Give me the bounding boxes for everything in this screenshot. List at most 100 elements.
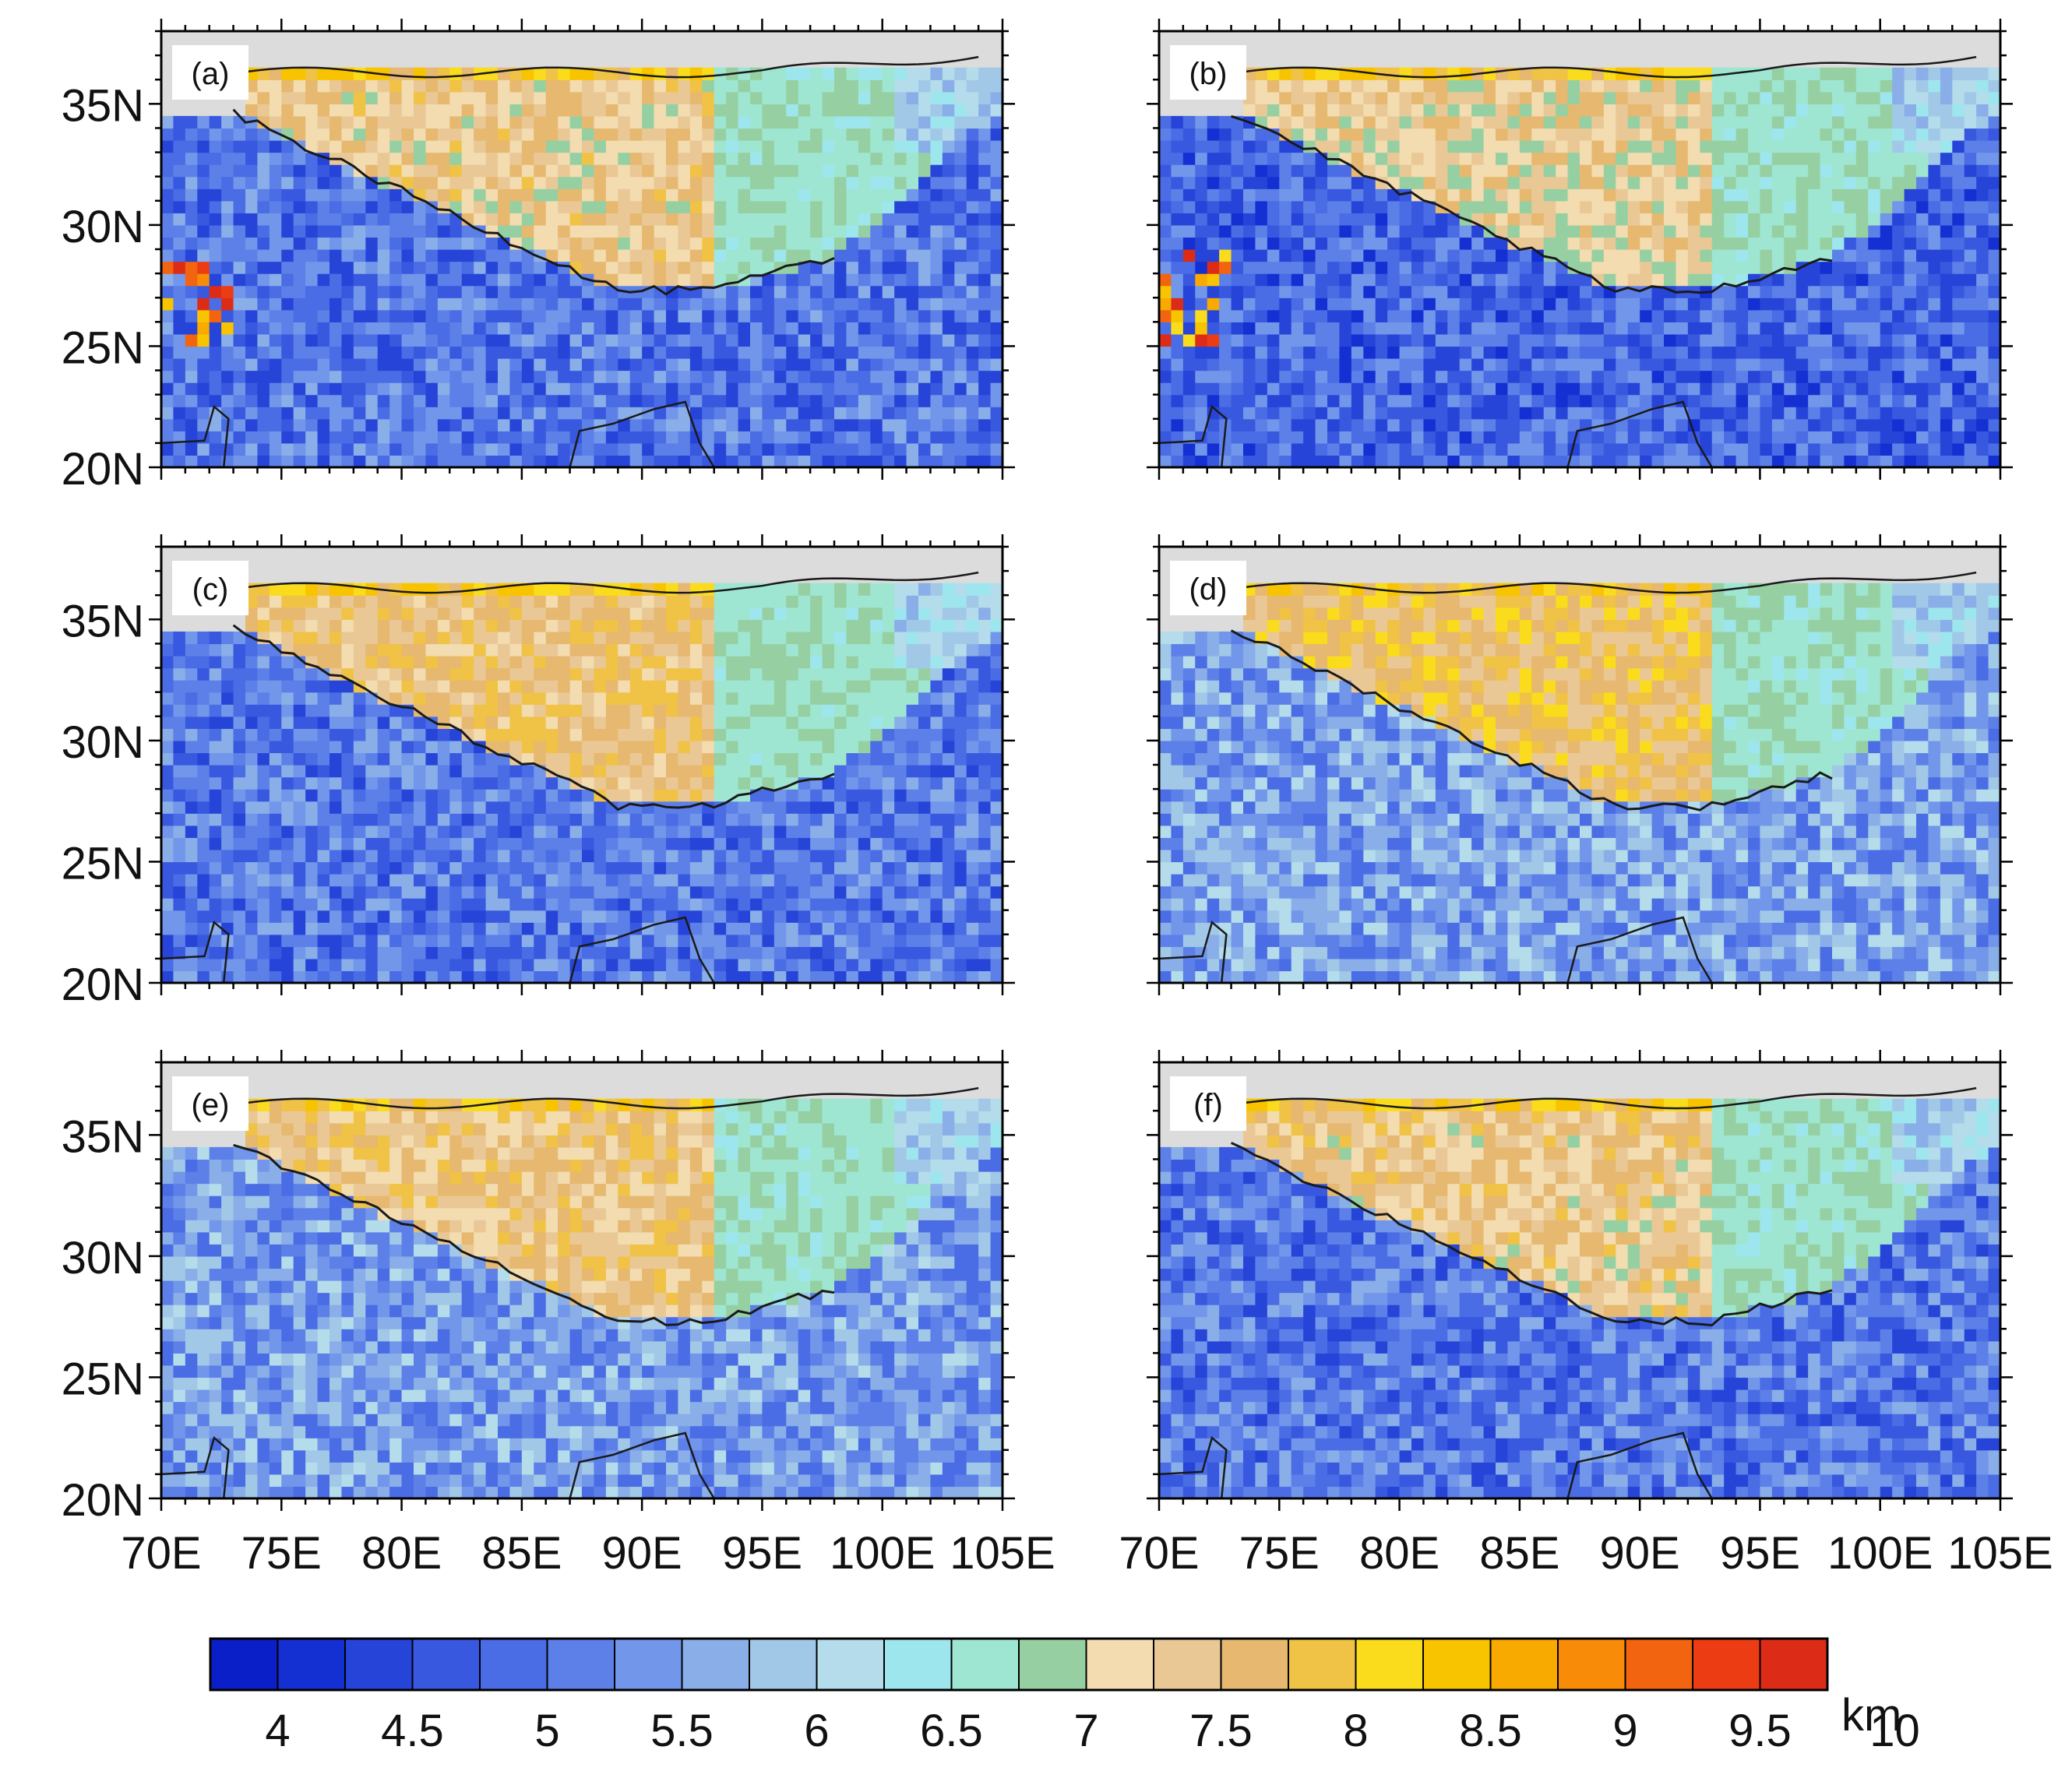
grid-cell <box>1315 67 1328 80</box>
grid-cell <box>1435 115 1448 129</box>
grid-cell <box>834 298 847 311</box>
grid-cell <box>750 946 763 959</box>
grid-cell <box>461 970 474 984</box>
grid-cell <box>1855 431 1869 444</box>
grid-cell <box>221 200 234 213</box>
grid-cell <box>605 910 618 923</box>
grid-cell <box>738 958 751 972</box>
grid-cell <box>161 309 174 322</box>
grid-cell <box>1928 394 1941 407</box>
grid-cell <box>1952 115 1965 129</box>
grid-cell <box>1363 249 1376 262</box>
grid-cell <box>509 394 523 407</box>
grid-cell <box>1327 455 1341 468</box>
grid-cell <box>1351 358 1364 371</box>
grid-cell <box>1844 261 1857 274</box>
grid-cell <box>1351 176 1364 189</box>
grid-cell <box>521 237 534 250</box>
grid-cell <box>1387 370 1401 383</box>
grid-cell <box>1159 140 1172 153</box>
grid-cell <box>1880 370 1893 383</box>
grid-cell <box>1651 285 1665 298</box>
grid-cell <box>990 104 1003 117</box>
grid-cell <box>1423 152 1436 165</box>
grid-cell <box>894 922 907 935</box>
grid-cell <box>1687 370 1700 383</box>
grid-cell <box>1868 298 1881 311</box>
grid-cell <box>846 261 859 274</box>
grid-cell <box>666 67 679 80</box>
grid-cell <box>293 455 306 468</box>
grid-cell <box>1844 285 1857 298</box>
grid-cell <box>1171 213 1184 226</box>
grid-cell <box>509 309 523 322</box>
grid-cell <box>1724 358 1737 371</box>
grid-cell <box>161 115 174 129</box>
grid-cell <box>1255 273 1268 287</box>
grid-cell <box>1207 431 1220 444</box>
grid-cell <box>1892 224 1905 238</box>
grid-cell <box>1159 176 1172 189</box>
grid-cell <box>281 958 294 972</box>
grid-cell <box>882 176 895 189</box>
grid-cell <box>750 104 763 117</box>
grid-cell <box>798 273 811 287</box>
grid-cell <box>834 418 847 431</box>
grid-cell <box>281 922 294 935</box>
grid-cell <box>810 358 823 371</box>
grid-cell <box>269 79 282 93</box>
grid-cell <box>257 922 270 935</box>
grid-cell <box>654 358 667 371</box>
grid-cell <box>1988 455 2001 468</box>
grid-cell <box>329 104 343 117</box>
grid-cell <box>786 958 799 972</box>
grid-cell <box>1832 237 1845 250</box>
grid-cell <box>1964 333 1977 347</box>
grid-cell <box>1952 322 1965 335</box>
grid-cell <box>1279 346 1292 359</box>
grid-cell <box>894 407 907 420</box>
grid-cell <box>762 224 775 238</box>
grid-cell <box>257 946 270 959</box>
grid-cell <box>738 322 751 335</box>
grid-cell <box>353 273 366 287</box>
grid-cell <box>461 261 474 274</box>
grid-cell <box>305 140 319 153</box>
grid-cell <box>1771 431 1785 444</box>
grid-cell <box>341 970 354 984</box>
grid-cell <box>1892 213 1905 226</box>
grid-cell <box>1808 455 1821 468</box>
grid-cell <box>1507 200 1521 213</box>
grid-cell <box>1207 224 1220 238</box>
grid-cell <box>1351 200 1364 213</box>
grid-cell <box>1231 358 1244 371</box>
grid-cell <box>594 333 607 347</box>
grid-cell <box>414 91 427 104</box>
grid-cell <box>1327 104 1341 117</box>
grid-cell <box>750 176 763 189</box>
grid-cell <box>1447 104 1461 117</box>
grid-cell <box>509 322 523 335</box>
grid-cell <box>401 164 414 178</box>
grid-cell <box>978 442 992 456</box>
grid-cell <box>1591 285 1605 298</box>
grid-cell <box>1687 79 1700 93</box>
grid-cell <box>978 346 992 359</box>
grid-cell <box>1471 224 1485 238</box>
grid-cell <box>1435 188 1448 202</box>
grid-cell <box>618 91 631 104</box>
grid-cell <box>978 200 992 213</box>
grid-cell <box>846 910 859 923</box>
grid-cell <box>1880 140 1893 153</box>
grid-cell <box>1651 128 1665 141</box>
grid-cell <box>1459 285 1472 298</box>
northern-boundary-line <box>245 55 979 79</box>
grid-cell <box>1339 431 1352 444</box>
grid-cell <box>1315 407 1328 420</box>
grid-cell <box>966 958 979 972</box>
grid-cell <box>221 309 234 322</box>
grid-cell <box>558 455 571 468</box>
grid-cell <box>1760 128 1773 141</box>
grid-cell <box>498 333 511 347</box>
grid-cell <box>1279 213 1292 226</box>
